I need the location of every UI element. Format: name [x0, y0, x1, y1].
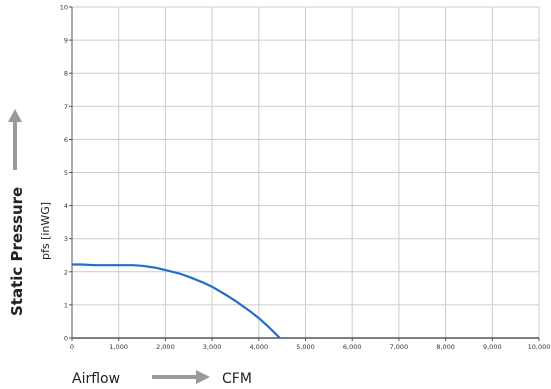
right-arrow-icon: [152, 370, 210, 384]
x-axis-unit: CFM: [222, 371, 252, 387]
x-axis-title: Airflow CFM: [72, 370, 252, 387]
x-tick-label: 4,000: [249, 343, 268, 351]
y-tick-label: 7: [64, 103, 68, 111]
y-tick-label: 5: [64, 169, 68, 177]
y-tick-label: 3: [64, 235, 68, 243]
series-line: [72, 263, 281, 339]
y-tick-label: 10: [60, 4, 68, 12]
x-tick-label: 1,000: [109, 343, 128, 351]
y-tick-label: 0: [64, 335, 68, 343]
y-tick-label: 8: [64, 70, 68, 78]
y-tick-label: 2: [64, 268, 68, 276]
x-tick-label: 0: [70, 343, 74, 351]
x-axis-label: Airflow: [72, 371, 120, 387]
x-tick-label: 6,000: [343, 343, 362, 351]
x-tick-label: 8,000: [436, 343, 455, 351]
x-tick-label: 10,000: [528, 343, 551, 351]
y-axis-title: Static Pressure pfs [inWG]: [8, 109, 52, 316]
x-tick-label: 9,000: [483, 343, 502, 351]
y-tick-label: 4: [64, 202, 68, 210]
x-tick-label: 2,000: [156, 343, 175, 351]
y-axis-unit: pfs [inWG]: [39, 202, 52, 260]
x-axis-ticks: 0 1,000 2,000 3,000 4,000 5,000 6,000 7,000 8,00…: [70, 338, 550, 351]
grid: [71, 6, 540, 339]
y-tick-label: 9: [64, 37, 68, 45]
y-tick-label: 1: [64, 301, 68, 309]
y-tick-label: 6: [64, 136, 68, 144]
x-tick-label: 5,000: [296, 343, 315, 351]
up-arrow-icon: [8, 109, 22, 170]
y-axis-ticks: 0 1 2 3 4 5 6 7 8 9 10: [60, 4, 72, 343]
y-axis-label: Static Pressure: [8, 187, 26, 316]
x-tick-label: 3,000: [203, 343, 222, 351]
x-tick-label: 7,000: [390, 343, 409, 351]
